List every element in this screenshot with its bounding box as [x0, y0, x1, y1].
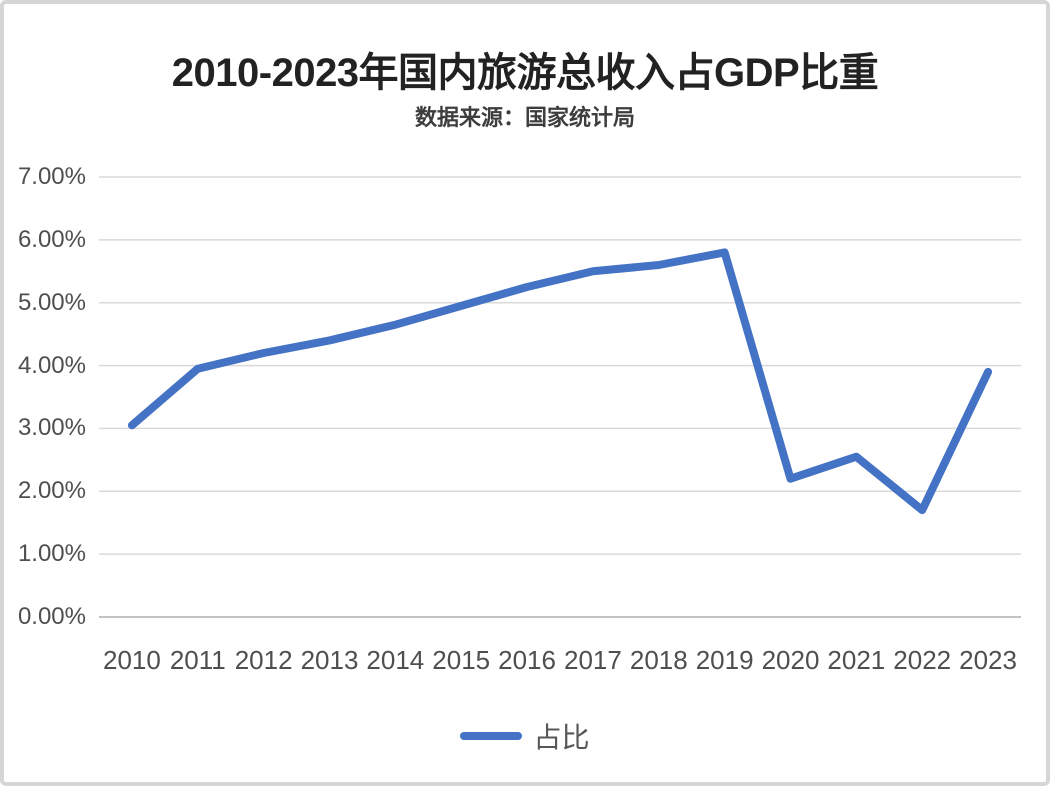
- x-axis-tick-label: 2019: [695, 645, 754, 675]
- chart-subtitle: 数据来源：国家统计局: [414, 105, 635, 130]
- x-axis-tick-label: 2023: [959, 645, 1017, 675]
- x-axis-tick-label: 2021: [827, 645, 886, 675]
- y-axis-tick-label: 1.00%: [17, 540, 86, 568]
- y-axis-tick-label: 7.00%: [17, 163, 86, 190]
- y-axis-tick-label: 2.00%: [17, 477, 86, 505]
- y-axis-tick-label: 6.00%: [17, 225, 86, 253]
- x-axis-tick-label: 2022: [893, 645, 952, 675]
- x-axis-tick-label: 2012: [234, 645, 293, 675]
- y-axis-tick-label: 0.00%: [17, 603, 86, 630]
- legend: 占比: [4, 718, 1046, 754]
- chart-title: 2010-2023年国内旅游总收入占GDP比重: [171, 51, 879, 95]
- x-axis-tick-label: 2015: [432, 645, 491, 675]
- legend-label: 占比: [533, 722, 590, 753]
- x-axis-tick-label: 2014: [366, 645, 425, 675]
- plot-area: [99, 176, 1021, 618]
- y-axis-tick-label: 3.00%: [17, 414, 86, 442]
- x-axis-tick-label: 2018: [629, 645, 688, 675]
- x-axis-tick-label: 2020: [761, 645, 820, 675]
- x-axis-tick-label: 2010: [103, 645, 161, 675]
- x-axis-tick-label: 2017: [564, 645, 622, 675]
- y-axis-tick-label: 5.00%: [17, 288, 86, 316]
- x-axis-tick-label: 2016: [498, 645, 556, 675]
- x-axis-tick-label: 2013: [300, 645, 359, 675]
- x-axis-tick-label: 2011: [169, 645, 226, 675]
- y-axis-tick-label: 4.00%: [17, 351, 86, 379]
- legend-line-swatch: [460, 732, 523, 740]
- series-line: [127, 248, 993, 515]
